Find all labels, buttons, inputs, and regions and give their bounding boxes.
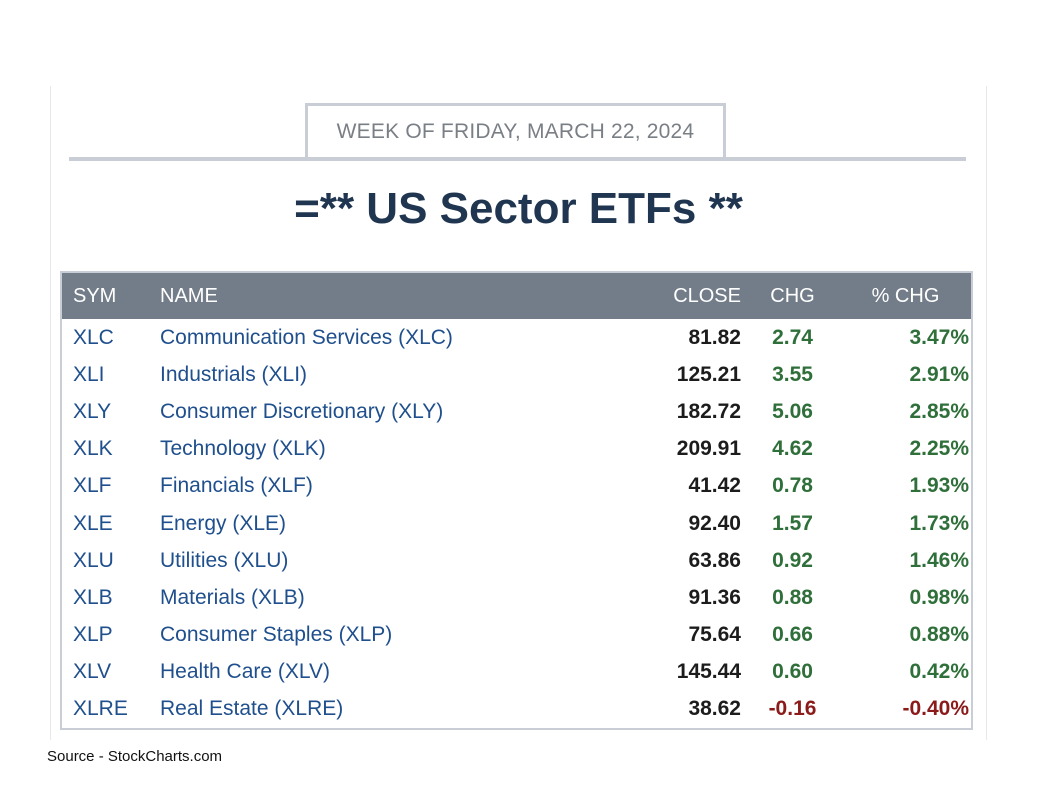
- pct-change-cell: 0.42%: [909, 660, 969, 684]
- close-cell: 75.64: [688, 623, 741, 647]
- name-cell[interactable]: Consumer Staples (XLP): [160, 623, 393, 647]
- change-cell: 2.74: [772, 325, 813, 349]
- change-cell: 0.66: [772, 623, 813, 647]
- change-cell: 0.92: [772, 548, 813, 572]
- pct-change-cell: 2.85%: [909, 399, 969, 423]
- name-cell[interactable]: Real Estate (XLRE): [160, 697, 344, 721]
- column-header-name[interactable]: NAME: [160, 284, 218, 307]
- change-cell: 5.06: [772, 399, 813, 423]
- name-cell[interactable]: Consumer Discretionary (XLY): [160, 399, 444, 423]
- table-row[interactable]: XLK Technology (XLK) 209.91 4.62 2.25%: [62, 431, 971, 468]
- symbol-cell[interactable]: XLY: [73, 399, 112, 423]
- table-row[interactable]: XLC Communication Services (XLC) 81.82 2.74…: [62, 319, 971, 356]
- table-row[interactable]: XLE Energy (XLE) 92.40 1.57 1.73%: [62, 505, 971, 542]
- name-cell[interactable]: Energy (XLE): [160, 511, 287, 535]
- close-cell: 91.36: [688, 585, 741, 609]
- close-cell: 41.42: [688, 474, 741, 498]
- header-divider: [69, 157, 966, 161]
- sector-etf-card: WEEK OF FRIDAY, MARCH 22, 2024 =** US Se…: [50, 86, 987, 740]
- pct-change-cell: 2.25%: [909, 437, 969, 461]
- pct-change-cell: -0.40%: [902, 697, 969, 721]
- name-cell[interactable]: Industrials (XLI): [160, 362, 308, 386]
- column-header-close[interactable]: CLOSE: [673, 284, 741, 307]
- table-row[interactable]: XLV Health Care (XLV) 145.44 0.60 0.42%: [62, 654, 971, 691]
- close-cell: 209.91: [676, 437, 741, 461]
- source-credit: Source - StockCharts.com: [47, 748, 223, 765]
- close-cell: 145.44: [676, 660, 741, 684]
- table-row[interactable]: XLI Industrials (XLI) 125.21 3.55 2.91%: [62, 356, 971, 393]
- name-cell[interactable]: Utilities (XLU): [160, 548, 289, 572]
- table-header-row: SYM NAME CLOSE CHG % CHG: [62, 273, 971, 319]
- pct-change-cell: 0.88%: [909, 623, 969, 647]
- column-header-sym[interactable]: SYM: [73, 284, 117, 307]
- change-cell: 0.88: [772, 585, 813, 609]
- symbol-cell[interactable]: XLRE: [73, 697, 128, 721]
- name-cell[interactable]: Financials (XLF): [160, 474, 313, 498]
- table-row[interactable]: XLRE Real Estate (XLRE) 38.62 -0.16 -0.40%: [62, 691, 971, 728]
- close-cell: 63.86: [688, 548, 741, 572]
- column-header-pct-chg[interactable]: % CHG: [871, 284, 940, 307]
- symbol-cell[interactable]: XLB: [73, 585, 113, 609]
- name-cell[interactable]: Materials (XLB): [160, 585, 305, 609]
- table-row[interactable]: XLY Consumer Discretionary (XLY) 182.72 5.0…: [62, 393, 971, 430]
- table-row[interactable]: XLU Utilities (XLU) 63.86 0.92 1.46%: [62, 542, 971, 579]
- page-title: =** US Sector ETFs **: [294, 184, 743, 233]
- close-cell: 182.72: [676, 399, 741, 423]
- symbol-cell[interactable]: XLU: [73, 548, 114, 572]
- pct-change-cell: 2.91%: [909, 362, 969, 386]
- change-cell: 3.55: [772, 362, 813, 386]
- close-cell: 92.40: [688, 511, 741, 535]
- symbol-cell[interactable]: XLF: [73, 474, 112, 498]
- pct-change-cell: 1.73%: [909, 511, 969, 535]
- symbol-cell[interactable]: XLV: [73, 660, 112, 684]
- close-cell: 38.62: [688, 697, 741, 721]
- change-cell: 4.62: [772, 437, 813, 461]
- name-cell[interactable]: Technology (XLK): [160, 437, 326, 461]
- pct-change-cell: 3.47%: [909, 325, 969, 349]
- change-cell: -0.16: [768, 697, 817, 721]
- table-row[interactable]: XLF Financials (XLF) 41.42 0.78 1.93%: [62, 468, 971, 505]
- symbol-cell[interactable]: XLC: [73, 325, 114, 349]
- change-cell: 0.78: [772, 474, 813, 498]
- name-cell[interactable]: Health Care (XLV): [160, 660, 331, 684]
- etf-table-container: SYM NAME CLOSE CHG % CHG XLC Communicatio…: [60, 271, 973, 730]
- change-cell: 1.57: [772, 511, 813, 535]
- pct-change-cell: 1.46%: [909, 548, 969, 572]
- pct-change-cell: 1.93%: [909, 474, 969, 498]
- etf-table: SYM NAME CLOSE CHG % CHG XLC Communicatio…: [62, 273, 971, 728]
- symbol-cell[interactable]: XLP: [73, 623, 113, 647]
- symbol-cell[interactable]: XLK: [73, 437, 113, 461]
- table-row[interactable]: XLP Consumer Staples (XLP) 75.64 0.66 0.88%: [62, 617, 971, 654]
- pct-change-cell: 0.98%: [909, 585, 969, 609]
- close-cell: 125.21: [676, 362, 741, 386]
- column-header-chg[interactable]: CHG: [770, 284, 815, 307]
- table-body: XLC Communication Services (XLC) 81.82 2.74…: [62, 319, 971, 728]
- change-cell: 0.60: [772, 660, 813, 684]
- name-cell[interactable]: Communication Services (XLC): [160, 325, 453, 349]
- table-row[interactable]: XLB Materials (XLB) 91.36 0.88 0.98%: [62, 579, 971, 616]
- close-cell: 81.82: [688, 325, 741, 349]
- symbol-cell[interactable]: XLI: [73, 362, 105, 386]
- week-label: WEEK OF FRIDAY, MARCH 22, 2024: [305, 103, 726, 157]
- symbol-cell[interactable]: XLE: [73, 511, 113, 535]
